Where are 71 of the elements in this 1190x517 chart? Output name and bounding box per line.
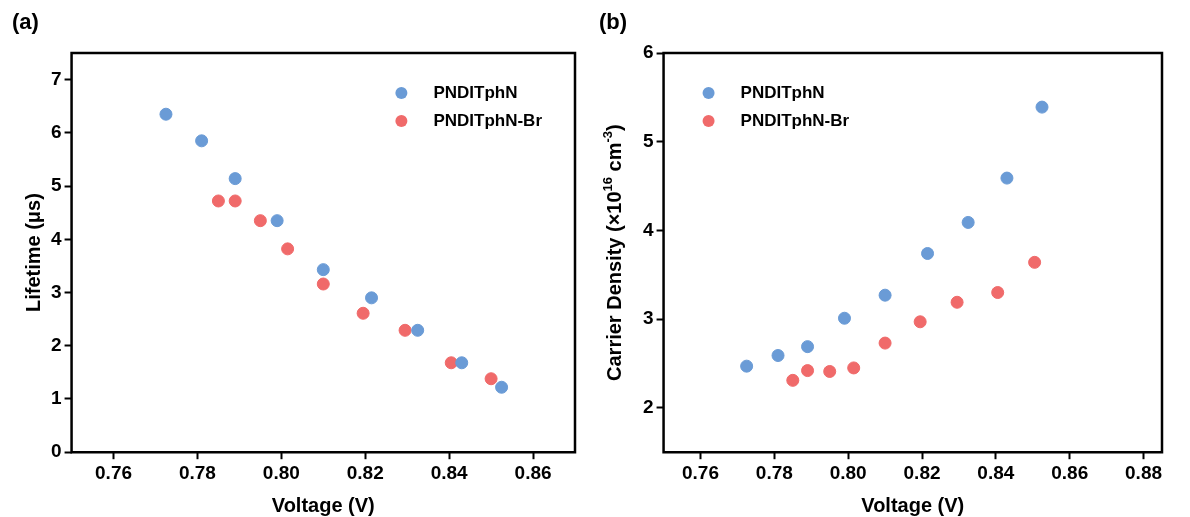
- y-tick-label: 4: [642, 218, 654, 240]
- point: [847, 361, 861, 375]
- point: [270, 214, 284, 228]
- point: [365, 291, 379, 305]
- point: [786, 373, 800, 387]
- point: [281, 242, 295, 256]
- point: [398, 323, 412, 337]
- point: [878, 336, 892, 350]
- point: [495, 380, 509, 394]
- y-tick-label: 1: [50, 387, 62, 409]
- point: [771, 349, 785, 363]
- y-tick-label: 5: [642, 129, 654, 151]
- x-tick-label: 0.78: [755, 461, 793, 483]
- point: [823, 364, 837, 378]
- point: [356, 306, 370, 320]
- y-tick-label: 2: [50, 333, 62, 355]
- y-tick-label: 6: [642, 41, 654, 63]
- x-tick-label: 0.86: [1051, 461, 1089, 483]
- point: [484, 372, 498, 386]
- x-tick-label: 0.84: [977, 461, 1015, 483]
- point: [991, 286, 1005, 300]
- point: [211, 194, 225, 208]
- point: [228, 172, 242, 186]
- point: [878, 288, 892, 302]
- point: [411, 323, 425, 337]
- x-tick-label: 0.80: [829, 461, 867, 483]
- point: [961, 215, 975, 229]
- point: [837, 311, 851, 325]
- y-tick-label: 7: [50, 67, 62, 89]
- y-tick-label: 0: [50, 440, 62, 462]
- legend-label: PNDITphN: [740, 82, 825, 102]
- y-axis-title: Lifetime (μs): [21, 193, 44, 313]
- point: [801, 340, 815, 354]
- legend-label: PNDITphN: [433, 82, 518, 102]
- point: [316, 277, 330, 291]
- point: [1035, 100, 1049, 114]
- y-tick-label: 6: [50, 121, 62, 143]
- x-tick-label: 0.88: [1125, 461, 1163, 483]
- legend-label: PNDITphN-Br: [433, 110, 543, 130]
- x-axis-title: Voltage (V): [861, 493, 965, 516]
- y-tick-label: 4: [50, 227, 62, 249]
- y-axis-title: Carrier Density (×1016 cm-3): [599, 124, 625, 381]
- point: [1000, 171, 1014, 185]
- point: [913, 315, 927, 329]
- point: [253, 214, 267, 228]
- x-tick-label: 0.84: [430, 461, 469, 483]
- x-axis-title: Voltage (V): [271, 493, 375, 516]
- y-tick-label: 2: [642, 396, 654, 418]
- point: [801, 364, 815, 378]
- point: [455, 356, 469, 370]
- x-tick-label: 0.82: [903, 461, 941, 483]
- point: [950, 295, 964, 309]
- legend-label: PNDITphN-Br: [740, 110, 850, 130]
- x-tick-label: 0.76: [682, 461, 719, 483]
- chart-title: (b): [599, 9, 628, 35]
- x-tick-label: 0.76: [95, 461, 133, 483]
- y-tick-label: 3: [642, 307, 654, 329]
- y-tick-label: 3: [50, 280, 62, 302]
- y-tick-label: 5: [50, 174, 62, 196]
- point: [1028, 255, 1042, 269]
- x-tick-label: 0.78: [178, 461, 216, 483]
- x-tick-label: 0.80: [262, 461, 300, 483]
- point: [316, 263, 330, 277]
- point: [195, 134, 209, 148]
- point: [159, 107, 173, 121]
- x-tick-label: 0.86: [514, 461, 552, 483]
- point: [228, 194, 242, 208]
- x-tick-label: 0.82: [346, 461, 384, 483]
- chart-title: (a): [12, 9, 39, 35]
- point: [740, 359, 754, 373]
- point: [921, 246, 935, 260]
